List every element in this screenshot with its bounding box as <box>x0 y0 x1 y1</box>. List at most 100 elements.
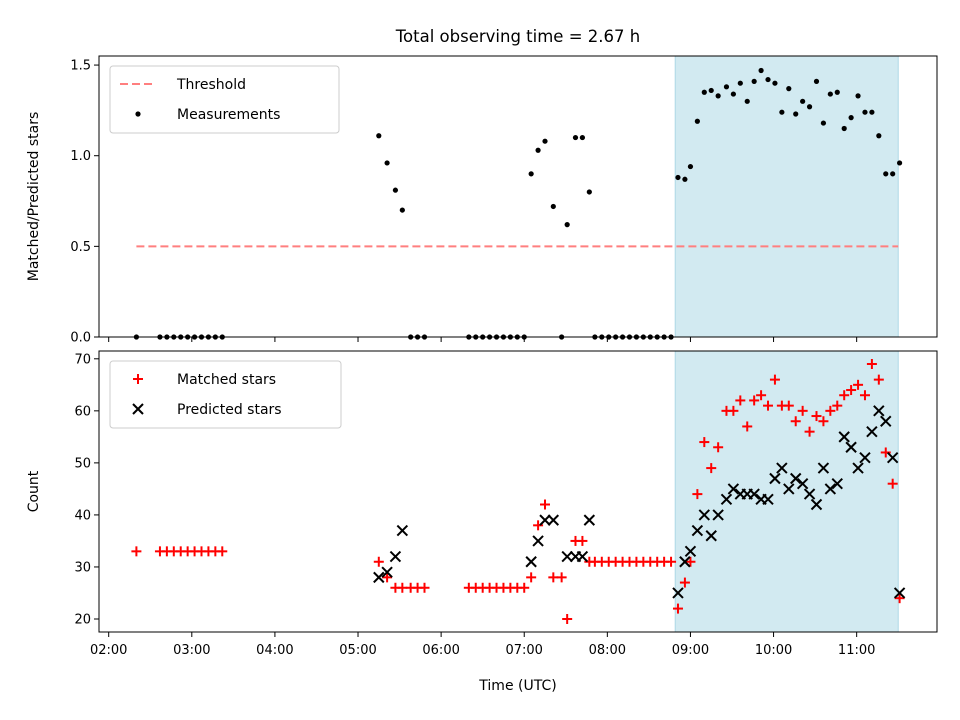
matched-stars-point <box>873 374 884 385</box>
matched-stars-point <box>419 582 430 593</box>
measurement-point <box>772 80 778 86</box>
x-tick-label: 07:00 <box>505 643 542 658</box>
measurement-point <box>890 171 896 177</box>
measurement-point <box>758 67 764 74</box>
measurement-point <box>586 189 592 195</box>
predicted-stars-point <box>381 566 393 578</box>
measurement-point <box>800 98 806 104</box>
predicted-stars-point <box>720 493 733 506</box>
matched-stars-point <box>866 359 877 370</box>
predicted-stars-point <box>396 524 409 537</box>
legend: Threshold Measurements <box>109 65 340 134</box>
matched-stars-point <box>577 535 588 546</box>
measurement-point <box>392 187 399 193</box>
measurement-point <box>384 160 390 166</box>
measurement-point <box>730 91 736 97</box>
matched-stars-point <box>217 546 228 557</box>
measurement-point <box>862 109 868 115</box>
predicted-stars-point <box>672 587 684 599</box>
measurement-point <box>765 76 771 83</box>
measurement-point <box>793 111 799 117</box>
legend-label: Predicted stars <box>177 402 282 418</box>
legend-label: Measurements <box>177 107 280 123</box>
matched-stars-point <box>804 426 815 437</box>
x-tick-label: 10:00 <box>755 643 792 658</box>
predicted-stars-point <box>539 514 551 526</box>
matched-stars-point <box>839 390 850 401</box>
x-axis-label: Time (UTC) <box>478 678 556 694</box>
predicted-stars-point <box>831 477 843 490</box>
matched-stars-point <box>519 582 530 593</box>
measurement-point <box>550 203 556 210</box>
measurement-point <box>399 207 405 213</box>
matched-stars-point <box>825 405 836 416</box>
x-tick-label: 02:00 <box>90 643 127 658</box>
predicted-stars-point <box>824 483 837 495</box>
y-tick-label: 30 <box>74 560 91 575</box>
legend: Matched stars Predicted stars <box>109 360 342 429</box>
predicted-stars-point <box>845 441 857 453</box>
y-tick-label: 1.0 <box>70 149 91 164</box>
predicted-stars-point <box>525 556 537 568</box>
matched-stars-point <box>382 572 393 583</box>
predicted-stars-point <box>748 488 760 500</box>
measurement-point <box>723 84 730 90</box>
matched-stars-point <box>742 421 753 432</box>
shaded-region <box>674 55 899 338</box>
x-tick-label: 05:00 <box>339 643 376 658</box>
x-tick-label: 06:00 <box>422 643 459 658</box>
predicted-stars-point <box>583 514 596 526</box>
matched-stars-point <box>797 405 808 416</box>
measurement-point <box>751 78 757 84</box>
predicted-stars-point <box>389 550 402 563</box>
measurement-point <box>834 89 840 95</box>
axes-frame <box>98 350 938 633</box>
measurement-point <box>737 80 743 86</box>
predicted-stars-point <box>859 451 871 464</box>
predicted-stars-point <box>790 472 802 485</box>
measurement-point <box>715 93 721 99</box>
matched-stars-point <box>699 437 710 448</box>
matched-stars-point <box>666 556 677 567</box>
matched-stars-point <box>749 395 760 406</box>
measurement-point <box>376 133 382 139</box>
measurement-point <box>535 147 541 153</box>
measurement-point <box>564 222 570 228</box>
y-tick-label: 20 <box>74 612 91 627</box>
matched-stars-point <box>131 546 142 557</box>
predicted-stars-point <box>769 472 781 485</box>
bottom-panel: 20 30 40 50 60 70 02:00 03:00 04:00 05:00 06:00 07:… <box>26 350 938 694</box>
predicted-stars-point <box>698 509 711 521</box>
predicted-stars-point <box>810 498 823 511</box>
legend-measurements-handle <box>135 111 141 117</box>
measurement-point <box>827 91 833 97</box>
predicted-stars-point <box>684 545 697 558</box>
predicted-stars-point <box>866 425 878 438</box>
predicted-stars-point <box>783 483 795 495</box>
axes-frame <box>98 55 938 338</box>
predicted-stars-point <box>893 587 906 599</box>
predicted-stars-point <box>712 509 724 521</box>
matched-stars-point <box>853 379 864 390</box>
measurement-point <box>542 138 548 144</box>
predicted-stars-point <box>561 550 573 563</box>
y-axis-label: Count <box>26 470 42 512</box>
matched-stars-point <box>859 390 870 401</box>
matched-stars-point <box>713 442 724 453</box>
measurement-point <box>779 109 785 115</box>
measurement-point <box>897 160 903 166</box>
matched-stars-point <box>783 400 794 411</box>
predicted-stars-point <box>873 405 885 417</box>
predicted-stars-point <box>838 431 850 443</box>
x-tick-label: 09:00 <box>672 643 709 658</box>
y-tick-label: 40 <box>74 508 91 523</box>
measurement-point <box>675 174 681 181</box>
matched-stars-point <box>706 463 717 474</box>
x-tick-label: 03:00 <box>173 643 210 658</box>
measurement-point <box>708 87 714 94</box>
matched-stars-point <box>526 572 537 583</box>
predicted-stars-point <box>796 477 809 490</box>
measurement-point <box>869 109 875 115</box>
y-tick-label: 50 <box>74 456 91 471</box>
